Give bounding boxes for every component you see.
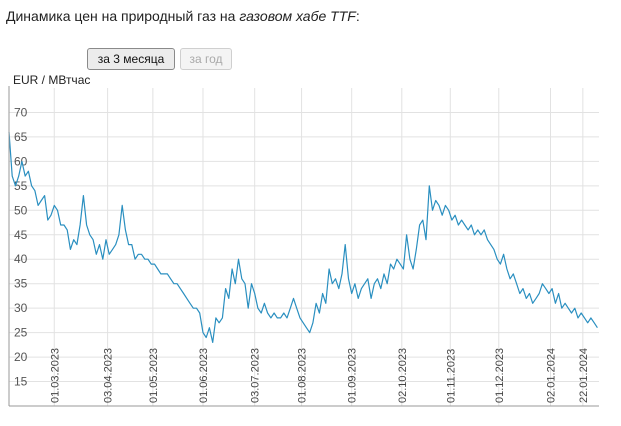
title-hub-name: газовом хабе TTF: [239, 8, 356, 24]
y-axis-ticks: 15 20 25 30 35 40 45 50 55 60 65 70: [14, 105, 28, 388]
x-tick-label: 01.09.2023: [347, 348, 359, 403]
x-tick-label: 03.07.2023: [250, 348, 262, 403]
x-tick-label: 01.03.2023: [49, 348, 61, 403]
x-tick-label: 02.01.2024: [546, 348, 558, 403]
x-tick-label: 01.11.2023: [445, 349, 457, 403]
x-tick-label: 02.10.2023: [397, 348, 409, 403]
y-tick-label: 15: [14, 375, 28, 389]
x-tick-label: 01.06.2023: [198, 348, 210, 403]
range-year-button[interactable]: за год: [180, 48, 232, 70]
y-tick-label: 40: [14, 252, 28, 266]
page-title: Динамика цен на природный газ на газовом…: [6, 8, 360, 24]
y-axis-unit-label: EUR / МВтчас: [13, 73, 90, 87]
title-suffix: :: [355, 8, 360, 24]
y-tick-label: 65: [14, 130, 28, 144]
range-3-months-button[interactable]: за 3 месяца: [87, 48, 175, 70]
y-tick-label: 55: [14, 179, 28, 193]
y-tick-label: 35: [14, 277, 28, 291]
title-prefix: Динамика цен на природный газ на: [6, 8, 240, 24]
x-tick-label: 22.01.2024: [578, 348, 590, 403]
x-tick-label: 03.04.2023: [103, 348, 115, 403]
y-tick-label: 50: [14, 203, 28, 217]
axes: [8, 86, 599, 407]
y-tick-label: 60: [14, 154, 28, 168]
price-series-line: [8, 131, 598, 343]
x-tick-label: 01.12.2023: [494, 348, 506, 403]
y-tick-label: 25: [14, 326, 28, 340]
x-tick-label: 01.08.2023: [297, 348, 309, 403]
y-tick-label: 70: [14, 105, 28, 119]
y-tick-label: 20: [14, 350, 28, 364]
x-tick-label: 01.05.2023: [148, 348, 160, 403]
y-tick-label: 30: [14, 301, 28, 315]
x-axis-ticks: 01.03.2023 03.04.2023 01.05.2023 01.06.2023…: [49, 348, 590, 403]
y-tick-label: 45: [14, 228, 28, 242]
series-layer: [8, 131, 598, 343]
price-chart: EUR / МВтчас 15 20 25 30 35 40 45 50 55 60 65 70 01…: [8, 73, 599, 407]
